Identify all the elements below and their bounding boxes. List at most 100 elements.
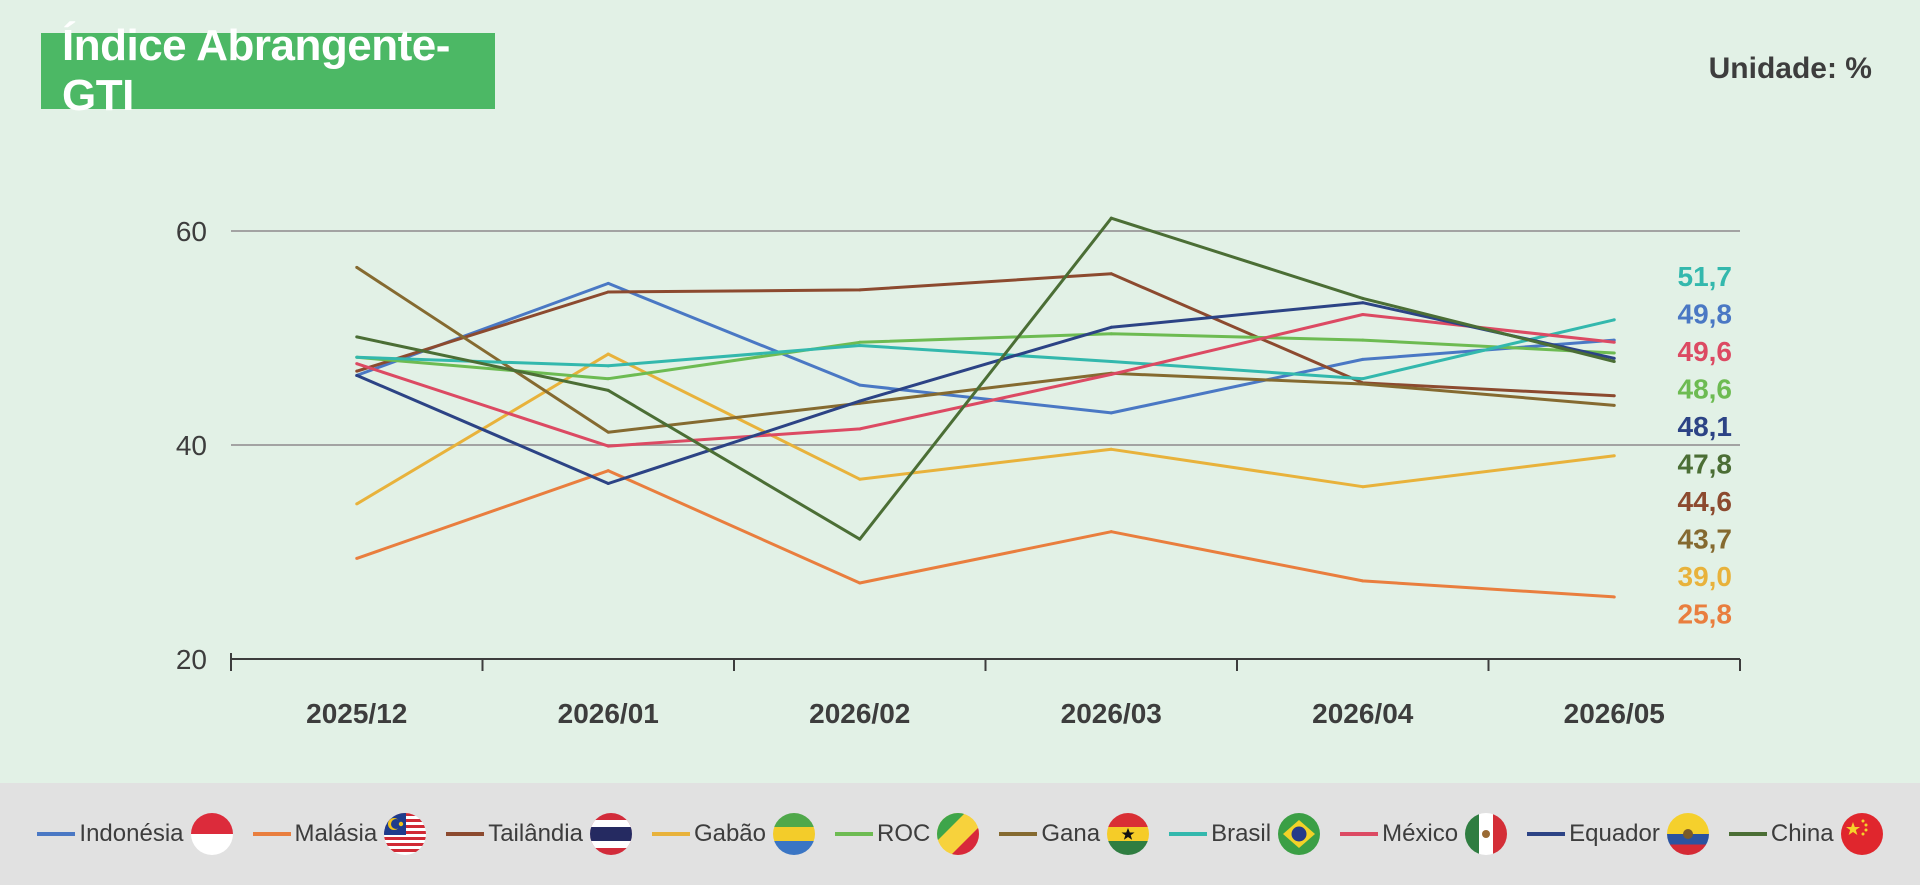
data-point-China-2025/12 — [355, 335, 359, 339]
legend-swatch — [1169, 832, 1208, 836]
data-point-Tailândia-2026/03 — [1109, 272, 1113, 276]
legend-label: Equador — [1569, 820, 1660, 847]
data-point-México-2025/12 — [355, 362, 359, 366]
end-value-label-Equador: 48,1 — [1678, 411, 1733, 442]
y-tick-label-40: 40 — [176, 430, 207, 461]
series-line-Brasil — [356, 318, 1615, 381]
legend-label: ROC — [877, 820, 931, 847]
end-value-label-Malásia: 25,8 — [1678, 599, 1733, 630]
legend-swatch — [835, 832, 873, 836]
legend-item: Equador — [1527, 813, 1709, 855]
x-tick-label-2025/12: 2025/12 — [306, 698, 407, 729]
legend-label: México — [1382, 820, 1459, 847]
data-point-Brasil-2026/04 — [1361, 377, 1365, 381]
data-point-México-2026/02 — [858, 427, 862, 431]
legend-swatch — [1527, 832, 1566, 836]
x-tick-label-2026/02: 2026/02 — [809, 698, 910, 729]
legend-swatch — [446, 832, 485, 836]
legend-swatch — [999, 832, 1038, 836]
legend-item: Gana — [999, 813, 1150, 855]
end-value-label-Indonésia: 49,8 — [1678, 299, 1733, 330]
data-point-Malásia-2026/02 — [858, 581, 862, 585]
data-point-México-2026/05 — [1612, 340, 1616, 344]
series-line-México — [356, 313, 1615, 448]
malaysia-flag-icon — [384, 813, 427, 855]
data-point-Equador-2026/01 — [606, 482, 610, 486]
end-value-label-Tailândia: 44,6 — [1678, 486, 1733, 517]
data-point-Brasil-2026/02 — [858, 343, 862, 347]
legend-label: Gana — [1041, 820, 1101, 847]
series-line-Gabão — [356, 352, 1615, 506]
data-point-Equador-2026/05 — [1612, 356, 1616, 360]
data-point-México-2026/04 — [1361, 312, 1365, 316]
legend-swatch — [1728, 832, 1767, 836]
data-point-Malásia-2026/04 — [1361, 579, 1365, 583]
series-line-Indonésia — [356, 281, 1615, 415]
data-point-ROC-2026/01 — [606, 377, 610, 381]
data-point-Brasil-2026/03 — [1109, 360, 1113, 364]
data-point-Tailândia-2025/12 — [355, 369, 359, 373]
data-point-Gabão-2026/04 — [1361, 485, 1365, 489]
y-tick-label-20: 20 — [176, 644, 207, 675]
data-point-Gabão-2025/12 — [355, 502, 359, 506]
legend-swatch — [1340, 832, 1379, 836]
data-point-Gabão-2026/02 — [858, 477, 862, 481]
legend-item: Brasil — [1169, 813, 1321, 855]
data-point-China-2026/03 — [1109, 216, 1113, 220]
end-value-label-Gana: 43,7 — [1678, 524, 1733, 555]
indonesia-flag-icon — [190, 813, 233, 855]
legend-label: Indonésia — [79, 820, 184, 847]
x-tick-label-2026/04: 2026/04 — [1312, 698, 1414, 729]
legend-item: ROC — [835, 813, 980, 855]
legend-item: China — [1728, 813, 1883, 855]
data-point-Gana-2026/05 — [1612, 403, 1616, 407]
end-value-label-Gabão: 39,0 — [1678, 561, 1733, 592]
series-line-ROC — [356, 332, 1615, 381]
data-point-Indonésia-2026/03 — [1109, 411, 1113, 415]
legend-item: Malásia — [252, 813, 427, 855]
legend-item: México — [1340, 813, 1508, 855]
data-point-Malásia-2026/03 — [1109, 530, 1113, 534]
legend-item: Tailândia — [446, 813, 632, 855]
data-point-Equador-2025/12 — [355, 373, 359, 377]
data-point-Indonésia-2026/01 — [606, 281, 610, 285]
ghana-flag-icon — [1107, 813, 1150, 855]
thailand-flag-icon — [589, 813, 632, 855]
legend-label: China — [1770, 820, 1834, 847]
legend-label: Tailândia — [488, 820, 583, 847]
data-point-Malásia-2026/05 — [1612, 595, 1616, 599]
legend-item: Indonésia — [37, 813, 233, 855]
data-point-Malásia-2025/12 — [355, 556, 359, 560]
end-value-label-Brasil: 51,7 — [1678, 261, 1733, 292]
data-point-Tailândia-2026/05 — [1612, 394, 1616, 398]
y-tick-label-60: 60 — [176, 216, 207, 247]
gabon-flag-icon — [773, 813, 815, 855]
legend-swatch — [651, 832, 690, 836]
data-point-ROC-2026/04 — [1361, 338, 1365, 342]
data-point-Brasil-2026/01 — [606, 364, 610, 368]
data-point-China-2026/01 — [606, 388, 610, 392]
data-point-China-2026/02 — [858, 537, 862, 541]
data-point-Equador-2026/03 — [1109, 325, 1113, 329]
end-value-label-México: 49,6 — [1678, 336, 1733, 367]
data-point-China-2026/05 — [1612, 360, 1616, 364]
data-point-ROC-2026/05 — [1612, 351, 1616, 355]
series-line-Equador — [356, 301, 1615, 485]
data-point-Indonésia-2026/02 — [858, 383, 862, 387]
legend-label: Brasil — [1211, 820, 1272, 847]
series-line-Gana — [355, 266, 1615, 434]
data-point-Brasil-2026/05 — [1612, 318, 1616, 322]
legend-item: Gabão — [651, 813, 815, 855]
chart-title-box: Índice Abrangente-GTI — [41, 21, 495, 120]
data-point-México-2026/03 — [1109, 372, 1113, 376]
x-tick-label-2026/03: 2026/03 — [1061, 698, 1162, 729]
data-point-Equador-2026/02 — [858, 399, 862, 403]
legend-swatch — [37, 832, 76, 836]
unit-label: Unidade: % — [1708, 52, 1872, 85]
line-chart: 20 40 60 2025/12 2026/01 2026/02 2026/03 2026/0… — [176, 216, 1741, 729]
data-point-Gana-2026/04 — [1361, 382, 1365, 386]
data-point-ROC-2026/03 — [1109, 332, 1113, 336]
end-value-label-ROC: 48,6 — [1678, 374, 1733, 405]
legend-label: Gabão — [693, 820, 766, 847]
data-point-Gana-2026/01 — [606, 430, 610, 434]
